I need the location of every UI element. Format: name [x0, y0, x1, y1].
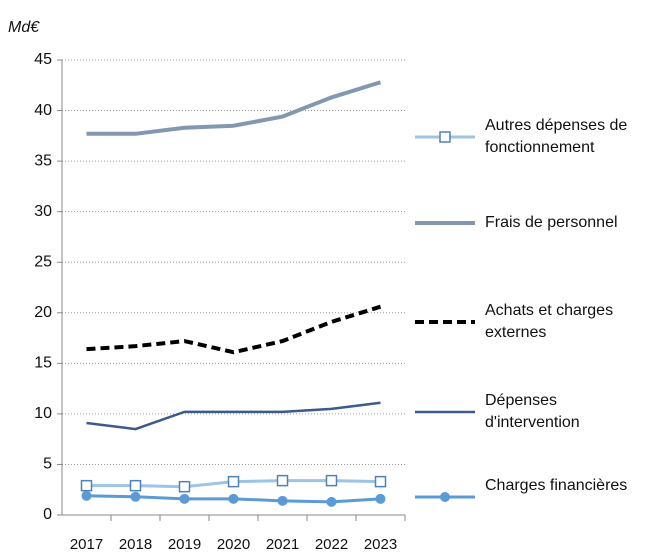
legend-label: Autres dépenses de fonctionnement [485, 117, 628, 156]
y-tick-label: 15 [34, 355, 52, 372]
legend-label: Dépenses d'intervention [485, 392, 580, 431]
y-tick-label: 40 [34, 102, 52, 119]
x-tick-label: 2022 [315, 536, 348, 552]
point [130, 491, 141, 502]
point [81, 490, 92, 501]
x-tick-label: 2020 [217, 536, 250, 552]
legend-marker [440, 492, 450, 502]
y-tick-label: 5 [43, 456, 52, 473]
legend-label: Charges financières [485, 477, 628, 494]
y-tick-label: 25 [34, 253, 52, 270]
series-line [86, 304, 382, 355]
point [276, 474, 289, 487]
x-tick-label: 2017 [70, 536, 103, 552]
point [228, 493, 239, 504]
point [179, 493, 190, 504]
point [129, 479, 142, 492]
x-tick-label: 2021 [266, 536, 299, 552]
point [178, 480, 191, 493]
y-tick-label: 10 [34, 405, 52, 422]
point [325, 474, 338, 487]
x-tick-label: 2023 [364, 536, 397, 552]
x-tick-label: 2019 [168, 536, 201, 552]
point [227, 475, 240, 488]
y-tick-label: 30 [34, 203, 52, 220]
legend-marker [439, 131, 451, 143]
series-line [86, 80, 382, 136]
y-tick-label: 45 [34, 51, 52, 68]
point [375, 493, 386, 504]
point [277, 495, 288, 506]
y-tick-label: 35 [34, 152, 52, 169]
legend-label: Achats et charges externes [485, 302, 614, 341]
x-tick-label: 2018 [119, 536, 152, 552]
y-axis-label: Md€ [8, 19, 40, 36]
point [374, 475, 387, 488]
y-tick-label: 20 [34, 304, 52, 321]
series-line [86, 401, 381, 431]
y-tick-label: 0 [43, 506, 52, 523]
legend-label: Frais de personnel [485, 214, 618, 231]
point [326, 496, 337, 507]
point [80, 479, 93, 492]
